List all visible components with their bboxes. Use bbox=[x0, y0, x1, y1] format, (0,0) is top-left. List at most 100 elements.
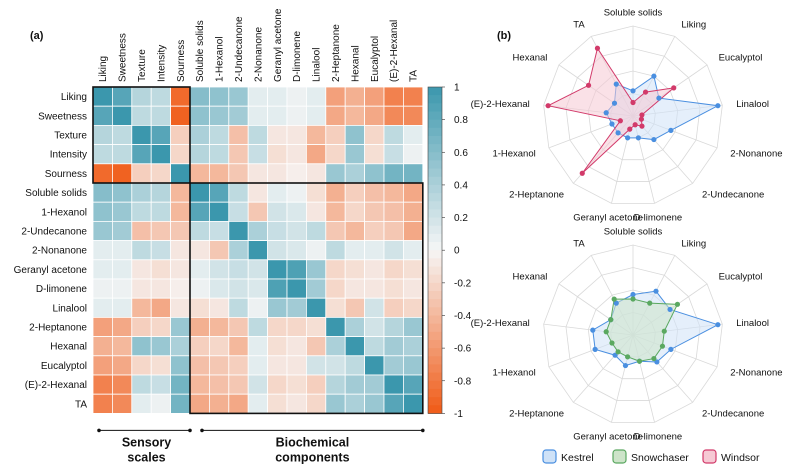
heatmap-cell bbox=[247, 144, 268, 165]
radar-point bbox=[639, 123, 645, 129]
heatmap-cell bbox=[131, 105, 152, 126]
heatmap-cell bbox=[228, 163, 249, 184]
heatmap-cell bbox=[247, 297, 268, 318]
heatmap-cell bbox=[305, 163, 327, 184]
heatmap-cell bbox=[267, 278, 288, 299]
heatmap-cell bbox=[170, 374, 191, 395]
heatmap-cell bbox=[170, 163, 191, 184]
radar-point bbox=[635, 135, 641, 141]
radar-point bbox=[667, 306, 673, 313]
heatmap-cell bbox=[325, 297, 346, 318]
heatmap-cell bbox=[286, 125, 307, 146]
heatmap-cell bbox=[247, 125, 268, 146]
radar-axis-label: 2-Undecanone bbox=[702, 408, 764, 419]
heatmap-cell bbox=[150, 105, 171, 126]
heatmap-cell bbox=[189, 220, 210, 241]
heatmap-cell bbox=[150, 393, 171, 414]
radar-axis-label: Liking bbox=[681, 19, 706, 30]
heatmap-cell bbox=[92, 297, 113, 318]
heatmap-cell bbox=[344, 374, 366, 395]
radar-point bbox=[656, 95, 662, 101]
heatmap-cell bbox=[189, 393, 210, 414]
heatmap-cell bbox=[92, 336, 113, 357]
heatmap-cell bbox=[383, 182, 404, 203]
colorbar-segment bbox=[428, 152, 442, 161]
sensory-bracket-end bbox=[97, 428, 101, 433]
heatmap-column-label: Liking bbox=[98, 56, 109, 82]
heatmap-cell bbox=[364, 182, 385, 203]
heatmap-row-label: 2-Heptanone bbox=[29, 323, 87, 334]
heatmap-cell bbox=[402, 259, 424, 280]
radar-point bbox=[647, 300, 653, 306]
heatmap-cell bbox=[402, 163, 424, 184]
heatmap-cell bbox=[267, 220, 288, 241]
colorbar-tick-label: 0.2 bbox=[454, 213, 468, 224]
heatmap-cell bbox=[228, 240, 249, 261]
heatmap-cell bbox=[364, 201, 385, 222]
heatmap-cell bbox=[267, 393, 288, 414]
sensory-block-outline bbox=[92, 86, 191, 184]
colorbar-segment bbox=[428, 160, 442, 169]
heatmap-cell bbox=[344, 182, 366, 203]
heatmap-cell bbox=[131, 240, 152, 261]
heatmap-cell bbox=[208, 240, 230, 261]
radar-point bbox=[585, 82, 592, 88]
heatmap-cell bbox=[208, 144, 230, 165]
heatmap-column-label: Linalool bbox=[312, 48, 323, 82]
heatmap-cell bbox=[247, 201, 268, 222]
radar-axis-label: TA bbox=[573, 238, 585, 249]
heatmap-cell bbox=[92, 278, 113, 299]
heatmap-cell bbox=[92, 182, 113, 203]
heatmap-cell bbox=[131, 355, 152, 376]
heatmap-cell bbox=[170, 182, 191, 203]
heatmap-cell bbox=[247, 355, 268, 376]
heatmap-cell bbox=[325, 374, 346, 395]
heatmap-cell bbox=[402, 316, 424, 337]
legend-swatch bbox=[702, 449, 717, 464]
heatmap-cell bbox=[131, 201, 152, 222]
heatmap-cell bbox=[208, 278, 230, 299]
heatmap-cell bbox=[92, 163, 113, 184]
heatmap-cell bbox=[286, 201, 307, 222]
heatmap-cell bbox=[170, 278, 191, 299]
heatmap-cell bbox=[247, 182, 268, 203]
heatmap-cell bbox=[344, 86, 366, 107]
heatmap-cell bbox=[131, 220, 152, 241]
radar-point bbox=[630, 88, 636, 94]
heatmap-cell bbox=[170, 316, 191, 337]
heatmap-cell bbox=[364, 86, 385, 107]
heatmap-cell bbox=[305, 201, 327, 222]
radar-axis-label: Eucalyptol bbox=[719, 271, 763, 282]
colorbar-segment bbox=[428, 119, 442, 129]
heatmap-cell bbox=[305, 316, 327, 337]
heatmap-cell bbox=[112, 278, 133, 299]
heatmap-cell bbox=[189, 355, 210, 376]
heatmap-cell bbox=[131, 316, 152, 337]
colorbar-segment bbox=[428, 282, 442, 292]
heatmap-cell bbox=[189, 336, 210, 357]
heatmap-cell bbox=[286, 240, 307, 261]
radar-axis-label: (E)-2-Hexanal bbox=[471, 99, 530, 110]
colorbar-segment bbox=[428, 217, 442, 227]
radar-axis-label: Hexanal bbox=[513, 271, 548, 282]
heatmap-cell bbox=[131, 125, 152, 146]
heatmap-cell bbox=[92, 144, 113, 165]
heatmap-cell bbox=[402, 144, 424, 165]
heatmap-cell bbox=[402, 355, 424, 376]
radar-axis-label: TA bbox=[573, 19, 585, 30]
radar-point bbox=[661, 328, 667, 334]
heatmap-cell bbox=[325, 125, 346, 146]
panel-label-a: (a) bbox=[30, 30, 44, 42]
heatmap-cell bbox=[112, 86, 133, 107]
heatmap-cell bbox=[170, 355, 191, 376]
heatmap-cell bbox=[286, 316, 307, 337]
heatmap-cell bbox=[150, 86, 171, 107]
heatmap-cell bbox=[247, 336, 268, 357]
heatmap-cell bbox=[325, 355, 346, 376]
radar-point bbox=[674, 301, 681, 307]
radar-point bbox=[617, 118, 623, 124]
sensory-scales-label: Sensory bbox=[122, 435, 171, 449]
heatmap-cell bbox=[305, 240, 327, 261]
radar-axis-label: 1-Hexanol bbox=[492, 148, 535, 159]
heatmap-cell bbox=[170, 297, 191, 318]
